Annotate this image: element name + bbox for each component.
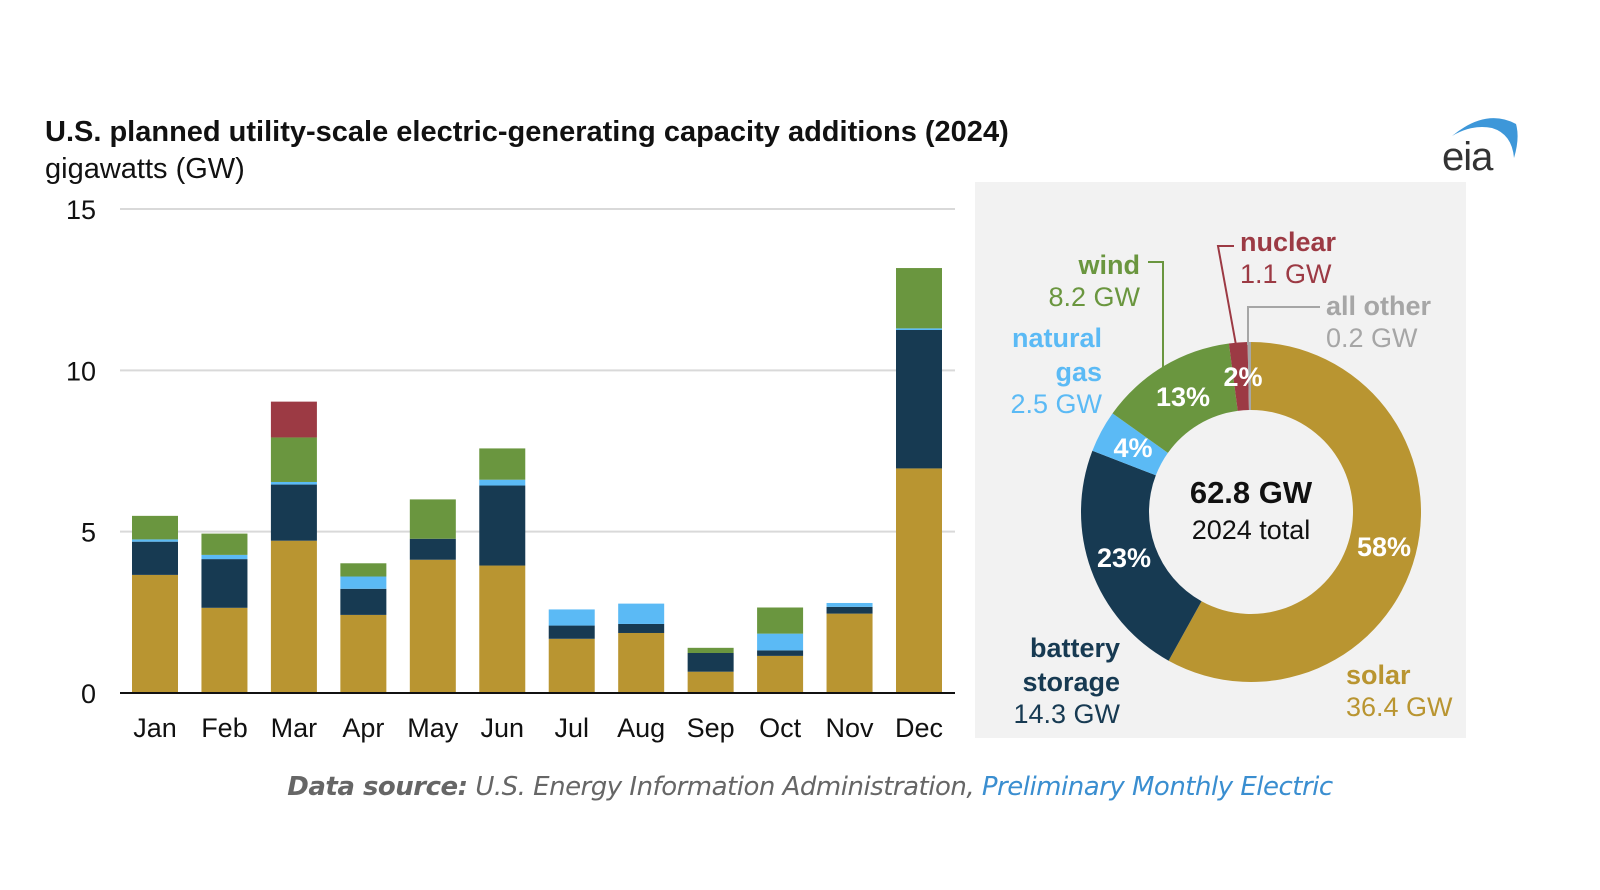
x-tick-label: Feb — [201, 713, 248, 743]
all-other-leader-line — [1247, 306, 1320, 345]
bar-segment-battery-storage — [757, 650, 804, 656]
x-tick-label: Nov — [826, 713, 875, 743]
battery-label-line2: storage — [1022, 667, 1120, 697]
solar-value: 36.4 GW — [1346, 692, 1453, 722]
natural-gas-pct: 4% — [1113, 433, 1152, 463]
bar-segment-solar — [548, 638, 595, 693]
y-tick-label: 10 — [66, 356, 96, 386]
x-tick-label: Aug — [617, 713, 665, 743]
bar-segment-wind — [201, 533, 248, 555]
svg-text:eia: eia — [1442, 135, 1494, 178]
x-tick-label: Jan — [133, 713, 177, 743]
bar-segment-battery-storage — [896, 330, 942, 469]
donut-center-label: 2024 total — [1192, 515, 1311, 545]
wind-leader-line — [1148, 261, 1164, 370]
bar-segment-battery-storage — [618, 623, 665, 633]
bar-segment-nuclear — [270, 401, 317, 438]
natural-gas-label-line2: gas — [1055, 357, 1102, 387]
data-source: Data source: U.S. Energy Information Adm… — [0, 772, 1600, 802]
bar-segment-wind — [270, 437, 317, 482]
nuclear-value: 1.1 GW — [1240, 259, 1332, 289]
donut-slice-solar — [1168, 342, 1421, 682]
nuclear-pct: 2% — [1223, 362, 1262, 392]
bar-segment-natural-gas — [826, 602, 873, 607]
bar-segment-battery-storage — [548, 625, 595, 639]
bar-segment-natural-gas — [618, 603, 665, 624]
bar-segment-solar — [132, 574, 178, 693]
bar-segment-solar — [479, 565, 526, 693]
solar-label: solar — [1346, 660, 1411, 690]
bar-segment-battery-storage — [687, 652, 734, 672]
bar-segment-solar — [826, 613, 873, 693]
bar-segment-natural-gas — [548, 609, 595, 626]
bar-segment-battery-storage — [479, 485, 526, 566]
bar-segment-solar — [340, 614, 387, 693]
bar-segment-battery-storage — [340, 588, 387, 615]
bar-segment-natural-gas — [132, 539, 178, 542]
x-tick-label: Sep — [687, 713, 735, 743]
bar-segment-battery-storage — [826, 606, 873, 614]
wind-label: wind — [1078, 250, 1141, 280]
donut-slice-all-other — [1247, 342, 1251, 411]
battery-value: 14.3 GW — [1013, 699, 1120, 729]
x-tick-label: Apr — [342, 713, 384, 743]
x-tick-label: Mar — [271, 713, 318, 743]
battery-label-line1: battery — [1030, 633, 1120, 663]
bar-segment-battery-storage — [201, 559, 248, 608]
x-tick-label: May — [407, 713, 459, 743]
bar-segment-natural-gas — [201, 554, 248, 560]
natural-gas-value: 2.5 GW — [1010, 389, 1102, 419]
battery-pct: 23% — [1097, 543, 1151, 573]
bar-segment-natural-gas — [896, 328, 942, 330]
bar-segment-wind — [479, 448, 526, 480]
chart-title: U.S. planned utility-scale electric-gene… — [45, 116, 1009, 148]
x-tick-label: Oct — [759, 713, 802, 743]
bar-segment-natural-gas — [340, 576, 387, 589]
source-text: U.S. Energy Information Administration, — [475, 772, 975, 802]
bar-segment-solar — [687, 671, 734, 693]
bar-segment-wind — [132, 515, 178, 540]
donut-slice-natural-gas — [1092, 413, 1168, 476]
donut-slice-battery-storage — [1081, 450, 1202, 661]
eia-logo: eia — [1436, 112, 1522, 178]
bar-segment-wind — [340, 563, 387, 577]
bar-segment-solar — [270, 540, 317, 693]
wind-pct: 13% — [1156, 382, 1210, 412]
donut-slice-nuclear — [1228, 342, 1249, 411]
natural-gas-label-line1: natural — [1012, 323, 1102, 353]
solar-pct: 58% — [1357, 532, 1411, 562]
all-other-value: 0.2 GW — [1326, 323, 1418, 353]
bar-segment-wind — [687, 647, 734, 653]
bar-segment-wind — [896, 268, 942, 329]
nuclear-label: nuclear — [1240, 227, 1337, 257]
bar-segment-solar — [409, 559, 456, 693]
bar-segment-solar — [201, 607, 248, 693]
all-other-label: all other — [1326, 291, 1432, 321]
nuclear-leader-line — [1216, 245, 1237, 346]
y-axis-unit-label: gigawatts (GW) — [45, 153, 245, 185]
y-tick-label: 15 — [66, 195, 96, 225]
x-tick-label: Dec — [895, 713, 943, 743]
bar-segment-battery-storage — [409, 538, 456, 560]
bar-segment-natural-gas — [757, 633, 804, 651]
y-tick-label: 0 — [81, 679, 96, 709]
wind-value: 8.2 GW — [1048, 282, 1140, 312]
bar-segment-battery-storage — [132, 541, 178, 575]
bar-segment-wind — [409, 499, 456, 539]
bar-segment-wind — [757, 607, 804, 634]
bar-segment-natural-gas — [270, 481, 317, 485]
y-tick-label: 5 — [81, 518, 96, 548]
x-tick-label: Jul — [554, 713, 589, 743]
bar-segment-solar — [896, 468, 942, 693]
donut-center-value: 62.8 GW — [1190, 475, 1313, 510]
bar-segment-battery-storage — [270, 484, 317, 541]
source-link[interactable]: Preliminary Monthly Electric — [981, 772, 1333, 802]
bar-segment-natural-gas — [479, 479, 526, 486]
source-label: Data source: — [287, 772, 468, 802]
donut-slice-wind — [1112, 343, 1238, 453]
x-tick-label: Jun — [480, 713, 524, 743]
bar-segment-solar — [757, 655, 804, 693]
bar-segment-solar — [618, 632, 665, 693]
